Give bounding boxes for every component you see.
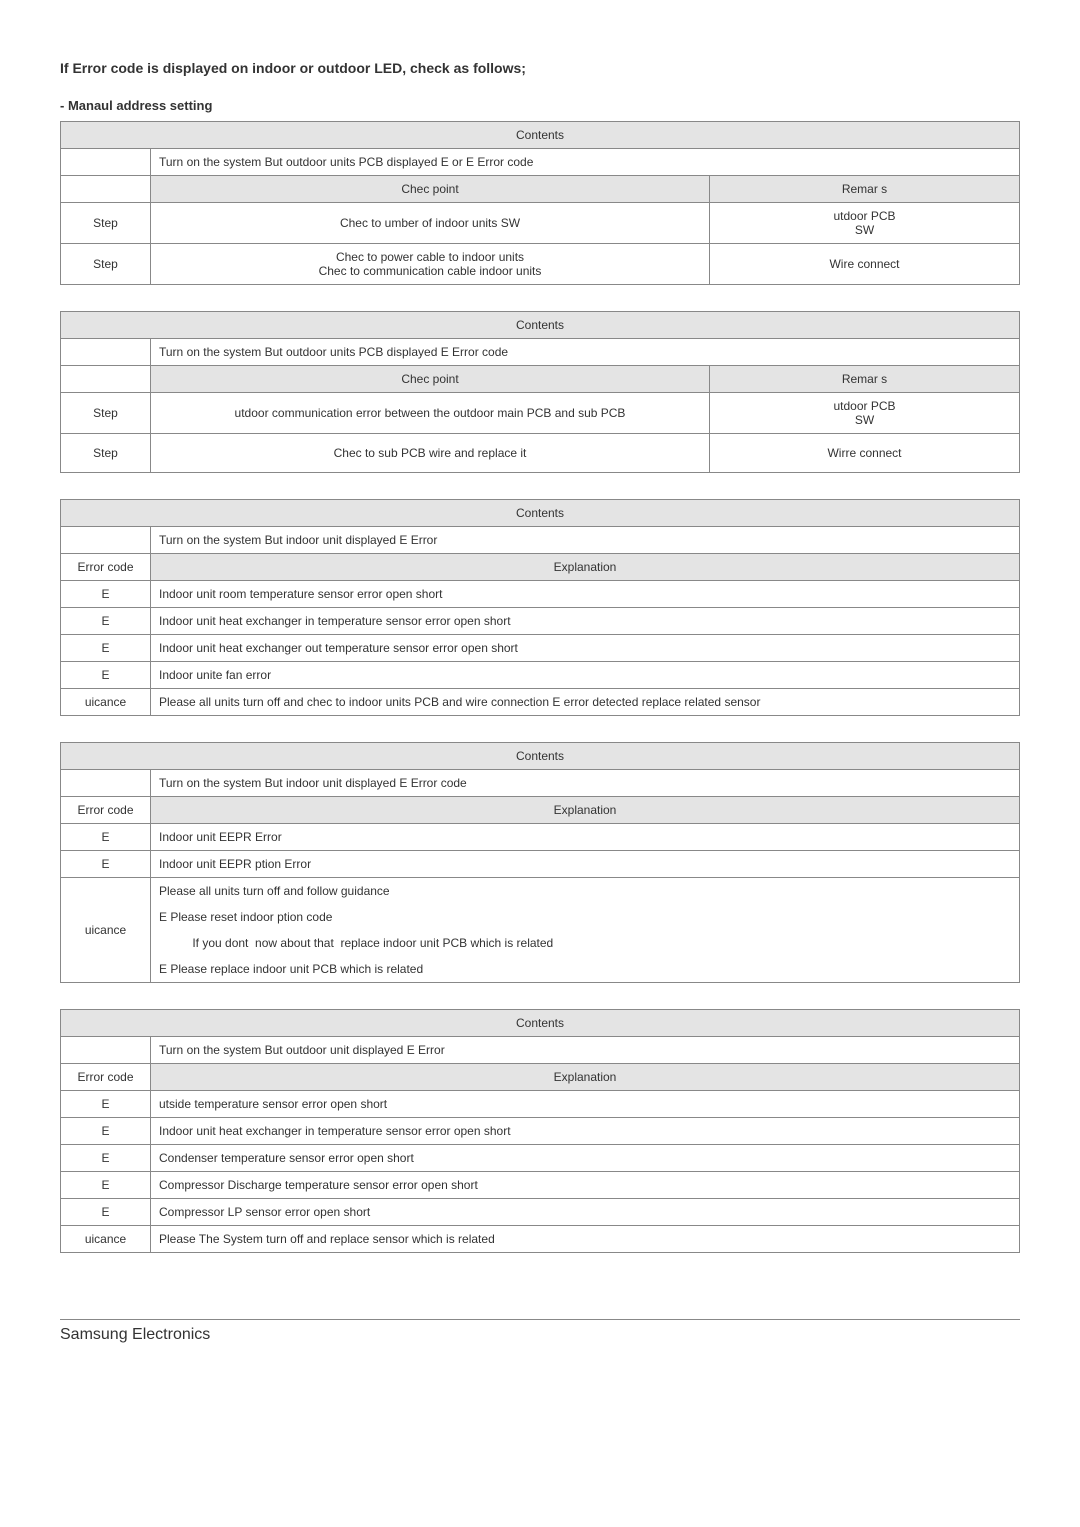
explanation-header: Explanation [151,797,1020,824]
guidance-line: If you dont now about that replace indoo… [151,930,1020,956]
error-code-header: Error code [61,797,151,824]
error-code-cell: E [61,1172,151,1199]
sub-heading: - Manaul address setting [60,98,1020,113]
explanation-cell: utside temperature sensor error open sho… [151,1091,1020,1118]
check-point-cell: Chec to umber of indoor units SW [151,203,710,244]
explanation-cell: Indoor unit EEPR Error [151,824,1020,851]
check-point-header: Chec point [151,366,710,393]
remarks-header: Remar s [710,366,1020,393]
error-table-5: Contents Turn on the system But outdoor … [60,1009,1020,1253]
contents-header: Contents [61,1010,1020,1037]
description-cell: Turn on the system But outdoor units PCB… [151,339,1020,366]
error-code-cell: E [61,1091,151,1118]
explanation-cell: Indoor unit heat exchanger in temperatur… [151,608,1020,635]
explanation-cell: Indoor unit EEPR ption Error [151,851,1020,878]
check-point-cell: utdoor communication error between the o… [151,393,710,434]
explanation-cell: Compressor Discharge temperature sensor … [151,1172,1020,1199]
empty-cell [61,366,151,393]
empty-cell [61,176,151,203]
step-cell: Step [61,434,151,473]
contents-header: Contents [61,743,1020,770]
main-heading: If Error code is displayed on indoor or … [60,60,1020,76]
contents-header: Contents [61,312,1020,339]
explanation-cell: Indoor unit room temperature sensor erro… [151,581,1020,608]
guidance-label-cell: uicance [61,878,151,983]
remarks-cell: utdoor PCB SW [710,393,1020,434]
guidance-cell: Please The System turn off and replace s… [151,1226,1020,1253]
description-cell: Turn on the system But outdoor units PCB… [151,149,1020,176]
guidance-line: E Please replace indoor unit PCB which i… [151,956,1020,983]
description-cell: Turn on the system But indoor unit displ… [151,770,1020,797]
error-code-cell: E [61,1145,151,1172]
error-code-cell: E [61,581,151,608]
guidance-label-cell: uicance [61,1226,151,1253]
check-point-cell: Chec to sub PCB wire and replace it [151,434,710,473]
empty-cell [61,770,151,797]
empty-cell [61,149,151,176]
explanation-cell: Indoor unite fan error [151,662,1020,689]
explanation-header: Explanation [151,554,1020,581]
explanation-cell: Compressor LP sensor error open short [151,1199,1020,1226]
empty-cell [61,1037,151,1064]
contents-header: Contents [61,500,1020,527]
explanation-cell: Condenser temperature sensor error open … [151,1145,1020,1172]
error-table-1: Contents Turn on the system But outdoor … [60,121,1020,285]
guidance-line: E Please reset indoor ption code [151,904,1020,930]
error-table-2: Contents Turn on the system But outdoor … [60,311,1020,473]
error-code-cell: E [61,824,151,851]
remarks-header: Remar s [710,176,1020,203]
remarks-cell: Wirre connect [710,434,1020,473]
explanation-header: Explanation [151,1064,1020,1091]
error-code-header: Error code [61,554,151,581]
guidance-label-cell: uicance [61,689,151,716]
contents-header: Contents [61,122,1020,149]
remarks-cell: utdoor PCB SW [710,203,1020,244]
error-table-4: Contents Turn on the system But indoor u… [60,742,1020,983]
error-table-3: Contents Turn on the system But indoor u… [60,499,1020,716]
error-code-cell: E [61,851,151,878]
error-code-cell: E [61,1199,151,1226]
description-cell: Turn on the system But outdoor unit disp… [151,1037,1020,1064]
step-cell: Step [61,244,151,285]
explanation-cell: Indoor unit heat exchanger in temperatur… [151,1118,1020,1145]
remarks-cell: Wire connect [710,244,1020,285]
step-cell: Step [61,203,151,244]
error-code-header: Error code [61,1064,151,1091]
guidance-line: Please all units turn off and follow gui… [151,878,1020,905]
description-cell: Turn on the system But indoor unit displ… [151,527,1020,554]
guidance-cell: Please all units turn off and chec to in… [151,689,1020,716]
empty-cell [61,527,151,554]
check-point-cell: Chec to power cable to indoor units Chec… [151,244,710,285]
step-cell: Step [61,393,151,434]
error-code-cell: E [61,635,151,662]
footer-brand: Samsung Electronics [60,1319,1020,1344]
error-code-cell: E [61,608,151,635]
error-code-cell: E [61,662,151,689]
error-code-cell: E [61,1118,151,1145]
check-point-header: Chec point [151,176,710,203]
empty-cell [61,339,151,366]
explanation-cell: Indoor unit heat exchanger out temperatu… [151,635,1020,662]
